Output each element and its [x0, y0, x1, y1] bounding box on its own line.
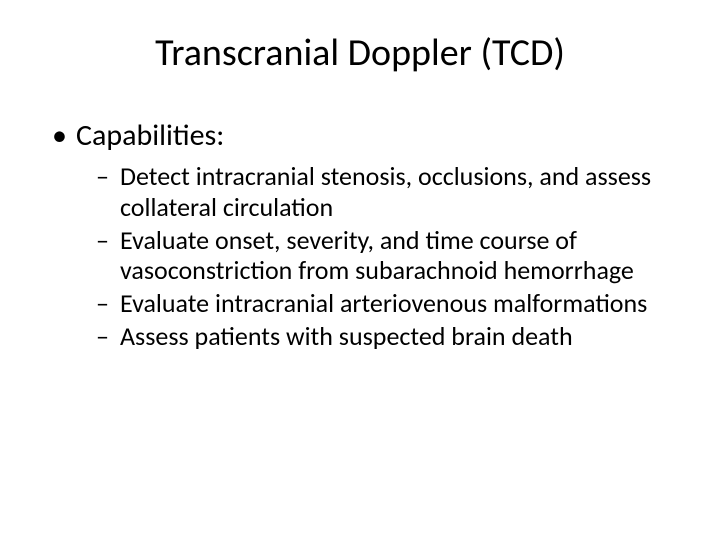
bullet-list-level1: Capabilities: Detect intracranial stenos…	[48, 118, 672, 351]
slide-title: Transcranial Doppler (TCD)	[48, 30, 672, 76]
list-item: Detect intracranial stenosis, occlusions…	[94, 161, 672, 222]
list-item-label: Assess patients with suspected brain dea…	[120, 320, 573, 352]
list-item: Capabilities: Detect intracranial stenos…	[48, 118, 672, 351]
slide: Transcranial Doppler (TCD) Capabilities:…	[0, 0, 720, 540]
list-item-label: Evaluate intracranial arteriovenous malf…	[120, 287, 647, 319]
list-item: Assess patients with suspected brain dea…	[94, 321, 672, 352]
list-item-label: Detect intracranial stenosis, occlusions…	[120, 160, 651, 223]
list-item: Evaluate onset, severity, and time cours…	[94, 225, 672, 286]
list-item-label: Evaluate onset, severity, and time cours…	[120, 224, 634, 287]
list-item: Evaluate intracranial arteriovenous malf…	[94, 288, 672, 319]
bullet-list-level2: Detect intracranial stenosis, occlusions…	[94, 161, 672, 351]
list-item-label: Capabilities:	[76, 117, 224, 154]
